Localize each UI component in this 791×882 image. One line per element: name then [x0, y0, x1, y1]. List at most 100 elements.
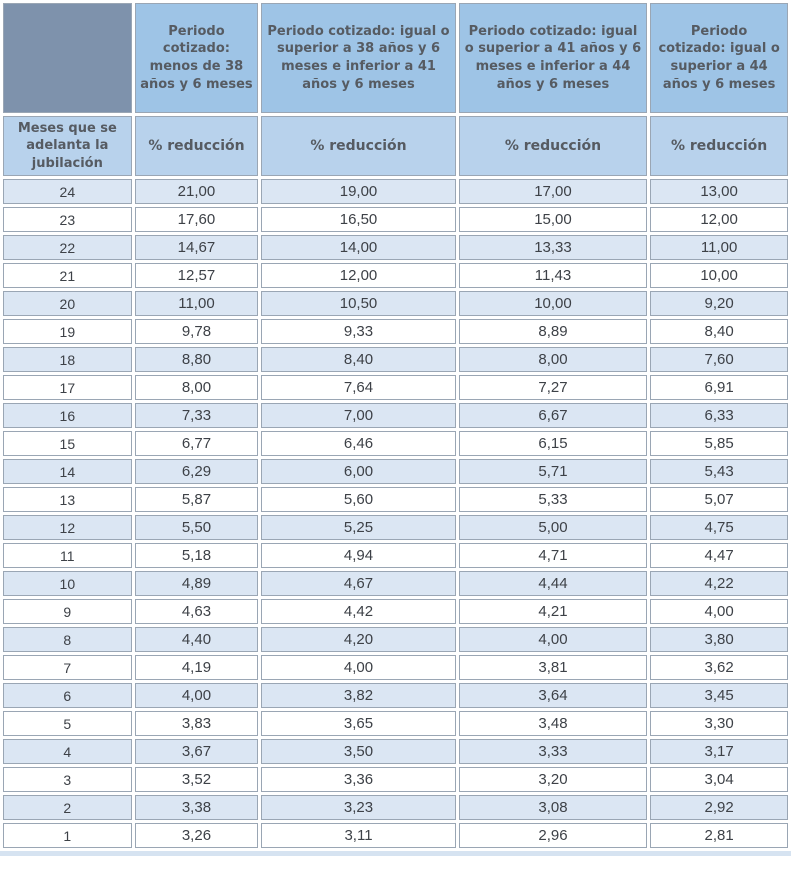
reduction-value-cell: 5,71	[458, 459, 648, 484]
table-row: 20 11,00 10,50 10,00 9,20	[3, 291, 788, 316]
reduction-value-cell: 6,67	[458, 403, 648, 428]
reduction-value-cell: 12,57	[134, 263, 259, 288]
reduction-value-cell: 4,20	[261, 627, 456, 652]
reduction-value-cell: 6,46	[261, 431, 456, 456]
column-header-period-1: Periodo cotizado: menos de 38 años y 6 m…	[134, 3, 259, 113]
table-row: 21 12,57 12,00 11,43 10,00	[3, 263, 788, 288]
months-cell: 15	[3, 431, 132, 456]
reduction-value-cell: 4,67	[261, 571, 456, 596]
reduction-value-cell: 4,94	[261, 543, 456, 568]
reduction-value-cell: 3,04	[650, 767, 788, 792]
reduction-value-cell: 14,00	[261, 235, 456, 260]
reduction-value-cell: 5,43	[650, 459, 788, 484]
reduction-value-cell: 3,83	[134, 711, 259, 736]
row-axis-label: Meses que se adelanta la jubilación	[3, 116, 132, 176]
reduction-value-cell: 13,00	[650, 179, 788, 204]
reduction-value-cell: 4,40	[134, 627, 259, 652]
table-row: 13 5,87 5,60 5,33 5,07	[3, 487, 788, 512]
reduction-value-cell: 13,33	[458, 235, 648, 260]
reduction-value-cell: 16,50	[261, 207, 456, 232]
reduction-value-cell: 3,82	[261, 683, 456, 708]
reduction-value-cell: 9,33	[261, 319, 456, 344]
reduction-value-cell: 3,52	[134, 767, 259, 792]
pension-reduction-table: Periodo cotizado: menos de 38 años y 6 m…	[3, 3, 788, 848]
column-header-period-2: Periodo cotizado: igual o superior a 38 …	[261, 3, 456, 113]
table-row: 1 3,26 3,11 2,96 2,81	[3, 823, 788, 848]
reduction-value-cell: 7,00	[261, 403, 456, 428]
reduction-value-cell: 3,64	[458, 683, 648, 708]
reduction-value-cell: 4,63	[134, 599, 259, 624]
months-cell: 4	[3, 739, 132, 764]
reduction-value-cell: 10,00	[650, 263, 788, 288]
corner-cell	[3, 3, 132, 113]
reduction-value-cell: 12,00	[650, 207, 788, 232]
reduction-value-cell: 4,42	[261, 599, 456, 624]
table-row: 23 17,60 16,50 15,00 12,00	[3, 207, 788, 232]
reduction-value-cell: 3,30	[650, 711, 788, 736]
reduction-value-cell: 3,08	[458, 795, 648, 820]
reduction-value-cell: 21,00	[134, 179, 259, 204]
months-cell: 2	[3, 795, 132, 820]
reduction-value-cell: 14,67	[134, 235, 259, 260]
months-cell: 21	[3, 263, 132, 288]
months-cell: 5	[3, 711, 132, 736]
reduction-value-cell: 4,00	[261, 655, 456, 680]
table-row: 2 3,38 3,23 3,08 2,92	[3, 795, 788, 820]
reduction-value-cell: 5,33	[458, 487, 648, 512]
table-row: 15 6,77 6,46 6,15 5,85	[3, 431, 788, 456]
table-row: 24 21,00 19,00 17,00 13,00	[3, 179, 788, 204]
reduction-value-cell: 5,25	[261, 515, 456, 540]
reduction-value-cell: 2,81	[650, 823, 788, 848]
reduction-value-cell: 3,80	[650, 627, 788, 652]
months-cell: 11	[3, 543, 132, 568]
table-row: 17 8,00 7,64 7,27 6,91	[3, 375, 788, 400]
reduction-value-cell: 5,50	[134, 515, 259, 540]
reduction-value-cell: 10,50	[261, 291, 456, 316]
months-cell: 16	[3, 403, 132, 428]
reduction-value-cell: 8,00	[458, 347, 648, 372]
reduction-value-cell: 4,71	[458, 543, 648, 568]
reduction-value-cell: 7,64	[261, 375, 456, 400]
reduction-value-cell: 3,65	[261, 711, 456, 736]
column-header-period-3: Periodo cotizado: igual o superior a 41 …	[458, 3, 648, 113]
months-cell: 6	[3, 683, 132, 708]
reduction-value-cell: 7,60	[650, 347, 788, 372]
reduction-value-cell: 5,18	[134, 543, 259, 568]
subheader-reduction-4: % reducción	[650, 116, 788, 176]
reduction-value-cell: 17,00	[458, 179, 648, 204]
period-header-row: Periodo cotizado: menos de 38 años y 6 m…	[3, 3, 788, 113]
reduction-value-cell: 5,00	[458, 515, 648, 540]
reduction-value-cell: 5,07	[650, 487, 788, 512]
table-body: 24 21,00 19,00 17,00 13,00 23 17,60 16,50 15,00 1…	[3, 179, 788, 848]
reduction-value-cell: 6,15	[458, 431, 648, 456]
reduction-value-cell: 8,80	[134, 347, 259, 372]
reduction-value-cell: 3,36	[261, 767, 456, 792]
reduction-value-cell: 3,26	[134, 823, 259, 848]
months-cell: 3	[3, 767, 132, 792]
months-cell: 7	[3, 655, 132, 680]
months-cell: 23	[3, 207, 132, 232]
reduction-value-cell: 8,40	[261, 347, 456, 372]
reduction-value-cell: 15,00	[458, 207, 648, 232]
reduction-value-cell: 6,91	[650, 375, 788, 400]
table-row: 12 5,50 5,25 5,00 4,75	[3, 515, 788, 540]
reduction-value-cell: 17,60	[134, 207, 259, 232]
table-row: 5 3,83 3,65 3,48 3,30	[3, 711, 788, 736]
subheader-reduction-1: % reducción	[134, 116, 259, 176]
reduction-value-cell: 8,40	[650, 319, 788, 344]
reduction-value-cell: 4,00	[650, 599, 788, 624]
reduction-value-cell: 11,00	[650, 235, 788, 260]
reduction-value-cell: 8,89	[458, 319, 648, 344]
reduction-value-cell: 6,29	[134, 459, 259, 484]
subheader-reduction-3: % reducción	[458, 116, 648, 176]
months-cell: 8	[3, 627, 132, 652]
reduction-value-cell: 4,47	[650, 543, 788, 568]
reduction-value-cell: 6,00	[261, 459, 456, 484]
reduction-value-cell: 3,48	[458, 711, 648, 736]
reduction-value-cell: 4,00	[458, 627, 648, 652]
reduction-value-cell: 5,87	[134, 487, 259, 512]
reduction-value-cell: 4,44	[458, 571, 648, 596]
reduction-value-cell: 3,20	[458, 767, 648, 792]
reduction-value-cell: 3,67	[134, 739, 259, 764]
months-cell: 1	[3, 823, 132, 848]
